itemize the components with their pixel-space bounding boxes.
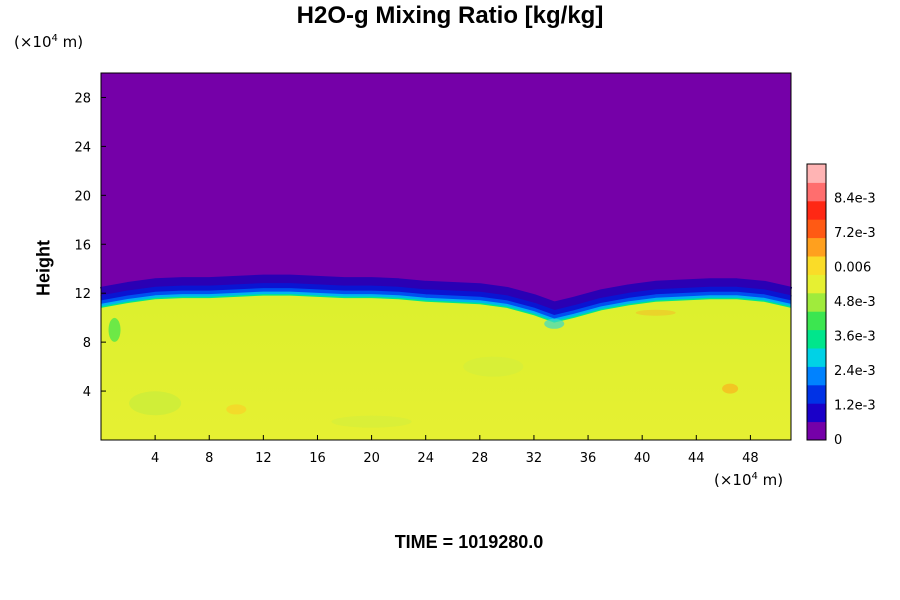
texture-blob <box>331 415 412 428</box>
chart-title: H2O-g Mixing Ratio [kg/kg] <box>296 2 604 29</box>
colorbar-segment <box>807 200 826 220</box>
colorbar-segment <box>807 421 826 441</box>
colorbar-tick-label: 7.2e-3 <box>834 226 876 241</box>
colorbar-segment <box>807 164 826 183</box>
x-tick-label: 44 <box>688 451 705 466</box>
x-tick-label: 36 <box>580 451 597 466</box>
colorbar-tick-label: 3.6e-3 <box>834 330 876 345</box>
x-tick-label: 8 <box>205 451 213 466</box>
x-tick-label: 4 <box>151 451 159 466</box>
colorbar-tick-label: 8.4e-3 <box>834 192 876 207</box>
y-tick-label: 8 <box>83 336 91 351</box>
texture-blob <box>635 309 676 316</box>
colorbar-frame <box>806 163 827 441</box>
y-tick-label: 12 <box>74 287 91 302</box>
transition-band-lightblue <box>100 288 792 321</box>
y-tick-label: 24 <box>74 140 91 155</box>
moist-region <box>101 295 791 440</box>
x-tick-label: 16 <box>309 451 326 466</box>
colorbar-segment <box>807 366 826 386</box>
x-tick-label: 32 <box>526 451 543 466</box>
transition-band-cyan <box>100 291 792 323</box>
colorbar-segment <box>807 256 826 275</box>
colorbar-segment <box>807 329 826 349</box>
colorbar-tick-label: 1.2e-3 <box>834 399 876 414</box>
colorbar-segment <box>807 384 826 404</box>
y-tick-label: 20 <box>74 189 91 204</box>
texture-blob <box>129 391 182 416</box>
x-tick-label: 28 <box>472 451 489 466</box>
field-layer <box>100 73 793 440</box>
colorbar-tick-label: 0 <box>834 433 842 448</box>
colorbar-segment <box>807 182 826 202</box>
colorbar-segment <box>807 348 826 367</box>
colorbar-segment <box>807 219 826 239</box>
texture-blob <box>463 356 524 377</box>
colorbar-segment <box>807 292 826 312</box>
colorbar-segment <box>807 274 826 294</box>
transition-band-indigo <box>100 274 793 312</box>
x-tick-label: 48 <box>742 451 759 466</box>
x-tick-label: 20 <box>363 451 380 466</box>
x-tick-label: 24 <box>417 451 434 466</box>
colorbar: 8.4e-3 7.2e-3 0.006 4.8e-3 3.6e-3 2.4e-3 1.2e-… <box>806 163 876 448</box>
texture-blob <box>544 318 565 329</box>
colorbar-segment <box>807 403 826 423</box>
colorbar-tick-label: 4.8e-3 <box>834 295 876 310</box>
plot-frame <box>100 72 792 441</box>
colorbar-tick-label: 2.4e-3 <box>834 364 876 379</box>
colorbar-segment <box>807 237 826 257</box>
colorbar-tick-label: 0.006 <box>834 261 871 276</box>
texture-blob <box>108 317 121 342</box>
colorbar-segment <box>807 311 826 331</box>
texture-blob <box>722 383 739 394</box>
x-axis-unit: (×104 m) <box>714 471 784 489</box>
texture-blob <box>226 404 247 415</box>
transition-band-blue <box>100 283 792 318</box>
y-tick-label: 4 <box>83 385 91 400</box>
y-axis-unit: (×104 m) <box>14 33 84 51</box>
time-label: TIME = 1019280.0 <box>394 532 544 552</box>
x-tick-label: 40 <box>634 451 651 466</box>
y-tick-label: 16 <box>74 238 91 253</box>
x-tick-label: 12 <box>255 451 272 466</box>
y-tick-label: 28 <box>74 91 91 106</box>
